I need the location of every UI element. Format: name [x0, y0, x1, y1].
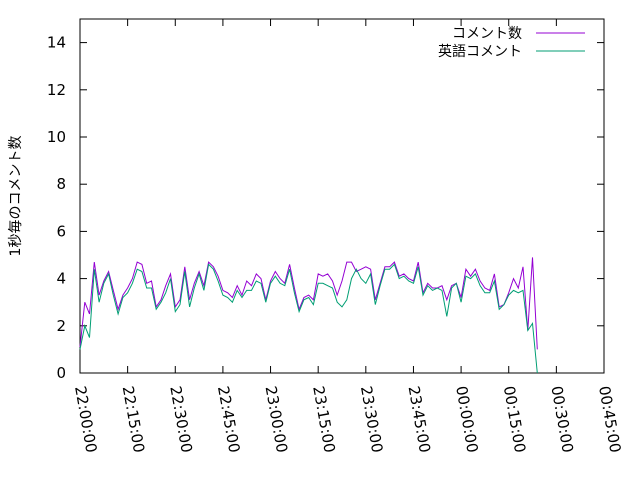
- legend-label-1: コメント数: [452, 26, 522, 42]
- y-tick-label: 0: [56, 364, 66, 382]
- x-tick-label: 22:45:00: [214, 385, 243, 454]
- y-axis-title: 1秒毎のコメント数: [8, 136, 24, 257]
- x-tick-label: 00:45:00: [595, 385, 624, 454]
- y-axis: 0 2 4 6 8 10 12 14: [47, 34, 604, 382]
- x-tick-label: 23:15:00: [309, 385, 338, 454]
- x-tick-label: 23:45:00: [405, 385, 434, 454]
- x-tick-label: 23:00:00: [262, 385, 291, 454]
- y-tick-label: 14: [47, 34, 66, 52]
- plot-frame: [79, 18, 605, 374]
- series-line-1: [79, 257, 538, 350]
- y-tick-label: 2: [56, 317, 66, 335]
- x-tick-label: 22:00:00: [71, 385, 100, 454]
- legend-label-2: 英語コメント: [438, 43, 522, 60]
- x-axis: 22:00:00 22:15:00 22:30:00 22:45:00 23:00:00…: [71, 19, 624, 454]
- x-tick-label: 22:15:00: [119, 385, 148, 454]
- series-line-2: [79, 263, 538, 374]
- x-tick-label: 00:15:00: [500, 385, 529, 454]
- y-tick-label: 10: [47, 128, 66, 146]
- y-tick-label: 12: [47, 81, 66, 99]
- x-tick-label: 00:30:00: [547, 385, 576, 454]
- y-tick-label: 4: [56, 270, 66, 288]
- y-tick-label: 8: [56, 175, 66, 193]
- plot-border: [79, 18, 605, 374]
- y-tick-label: 6: [56, 222, 66, 240]
- series-lines: [79, 257, 538, 374]
- x-tick-label: 22:30:00: [166, 385, 195, 454]
- x-tick-label: 00:00:00: [452, 385, 481, 454]
- x-tick-label: 23:30:00: [357, 385, 386, 454]
